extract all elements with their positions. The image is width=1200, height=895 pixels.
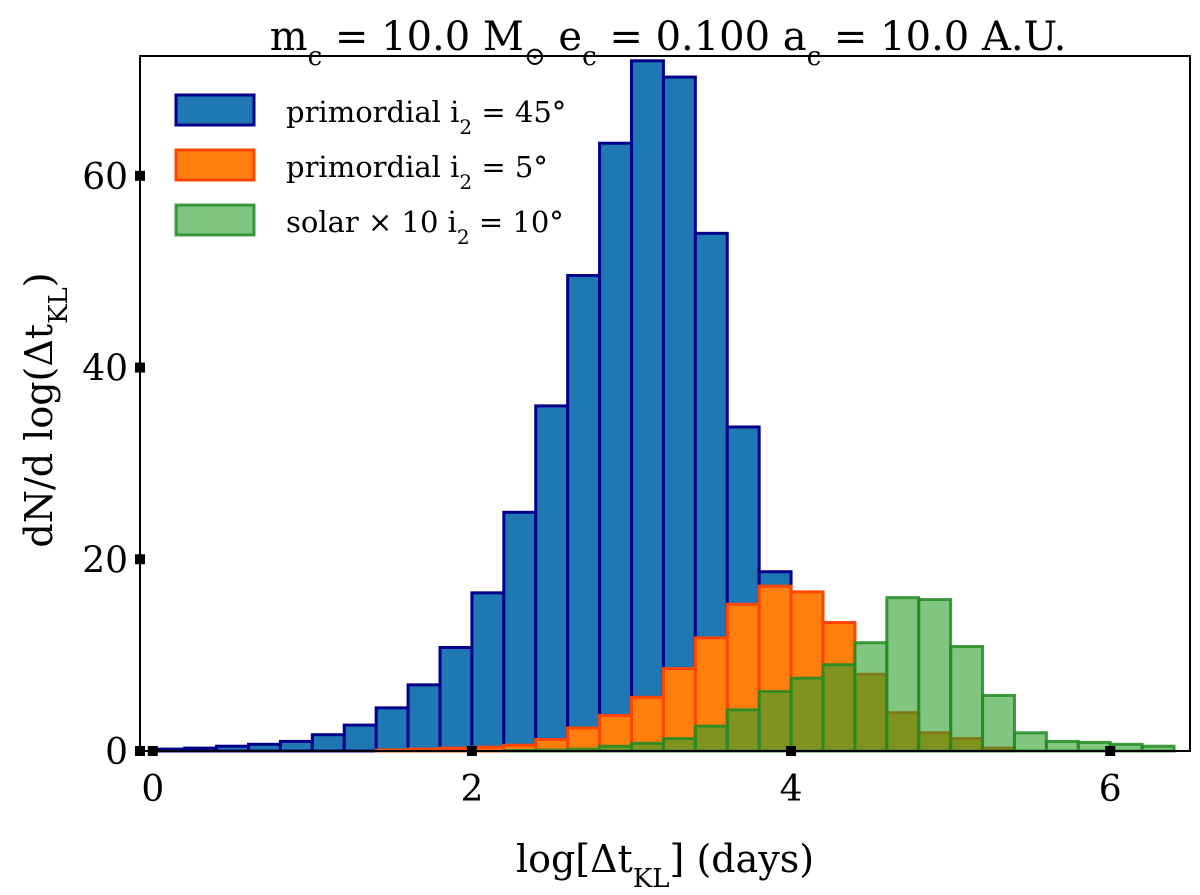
- y-tick-mark: [135, 554, 145, 565]
- chart-title: mc = 10.0 M⊙ ec = 0.100 ac = 10.0 A.U.: [270, 14, 1067, 72]
- y-tick-mark: [135, 170, 145, 181]
- legend-swatch-solar: [174, 203, 256, 237]
- bar: [949, 645, 985, 753]
- bar: [1044, 739, 1080, 753]
- x-tick-mark: [147, 746, 158, 756]
- bar: [853, 641, 889, 753]
- bar: [566, 274, 602, 753]
- bar: [470, 591, 506, 753]
- bar: [693, 724, 729, 753]
- x-axis-label: log[ΔtKL] (days): [516, 837, 814, 894]
- bar: [310, 733, 346, 753]
- legend-label-5deg: primordial i2 = 5°: [286, 150, 548, 194]
- x-tick-label: 2: [460, 769, 483, 810]
- x-tick-mark: [1105, 746, 1116, 756]
- y-tick-mark: [135, 362, 145, 373]
- legend-label-solar: solar × 10 i2 = 10°: [286, 205, 564, 249]
- legend: primordial i2 = 45° primordial i2 = 5° s…: [174, 93, 566, 249]
- bar: [917, 598, 953, 753]
- x-tick-label: 4: [780, 769, 803, 810]
- bar: [374, 706, 410, 753]
- bar: [1012, 731, 1048, 753]
- bar: [598, 141, 633, 753]
- bar: [629, 741, 665, 753]
- legend-swatch-5deg: [174, 148, 256, 182]
- bar: [502, 510, 538, 753]
- bar: [247, 742, 282, 753]
- y-tick-mark: [135, 746, 145, 756]
- bar: [661, 737, 697, 753]
- legend-label-45deg: primordial i2 = 45°: [286, 95, 566, 139]
- bar: [789, 676, 825, 753]
- bar: [566, 726, 602, 753]
- bar: [981, 693, 1016, 753]
- plot-frame: [139, 55, 1191, 752]
- bar: [821, 663, 857, 753]
- bar: [406, 683, 442, 753]
- y-tick-label: 0: [105, 732, 128, 773]
- y-tick-label: 20: [82, 540, 128, 581]
- bar: [757, 690, 793, 753]
- bar: [725, 708, 761, 753]
- x-tick-mark: [466, 746, 477, 756]
- bar: [885, 596, 921, 753]
- x-tick-label: 6: [1099, 769, 1122, 810]
- bar: [342, 723, 378, 753]
- x-tick-mark: [786, 746, 797, 756]
- x-tick-label: 0: [141, 769, 164, 810]
- legend-swatch-45deg: [174, 93, 256, 127]
- bar: [534, 404, 570, 753]
- bar: [278, 739, 314, 753]
- bar: [438, 645, 474, 753]
- y-tick-label: 40: [82, 349, 128, 390]
- bar: [629, 59, 665, 753]
- y-axis-label: dN/d log(ΔtKL): [17, 272, 74, 547]
- y-tick-label: 60: [82, 157, 128, 198]
- bar: [661, 75, 697, 753]
